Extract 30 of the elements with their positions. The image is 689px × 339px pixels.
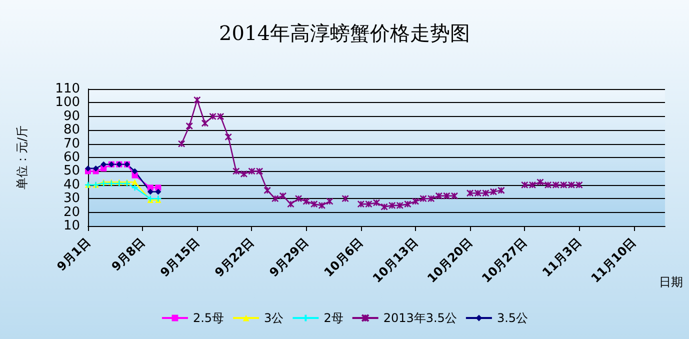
x-tick-label: 11月3日	[540, 235, 584, 280]
x-tick-label: 11月10日	[588, 235, 639, 286]
y-tick-label: 40	[63, 177, 80, 192]
x-tick-label: 9月22日	[212, 235, 257, 280]
x-tick-label: 10月27日	[479, 235, 530, 286]
y-tick-label: 80	[63, 122, 80, 138]
legend-label: 2.5母	[192, 311, 224, 325]
x-tick-label: 10月20日	[424, 235, 476, 286]
y-tick-label: 90	[63, 108, 80, 124]
x-tick-label: 9月29日	[266, 235, 312, 280]
x-tick-label: 9月8日	[108, 235, 148, 274]
y-tick-label: 50	[63, 164, 80, 179]
y-tick-label: 20	[63, 204, 80, 220]
y-tick-label: 70	[63, 136, 80, 152]
legend-label: 2013年3.5公	[383, 311, 457, 325]
y-tick-label: 30	[63, 191, 80, 206]
x-axis-title: 日期	[659, 275, 683, 289]
legend-label: 2母	[324, 311, 344, 325]
y-axis-title: 单位：元/斤	[15, 125, 29, 190]
x-tick-label: 10月6日	[321, 235, 366, 280]
legend-label: 3.5公	[496, 311, 528, 325]
y-tick-label: 60	[63, 150, 80, 165]
y-tick-label: 100	[55, 95, 80, 110]
x-tick-label: 9月1日	[54, 235, 93, 274]
legend-label: 3公	[264, 311, 284, 325]
x-tick-label: 10月13日	[370, 235, 420, 286]
y-tick-label: 110	[55, 82, 80, 96]
y-tick-label: 10	[63, 218, 80, 234]
chart-title: 2014年高淳螃蟹价格走势图	[219, 21, 470, 45]
x-tick-label: 9月15日	[158, 235, 202, 280]
